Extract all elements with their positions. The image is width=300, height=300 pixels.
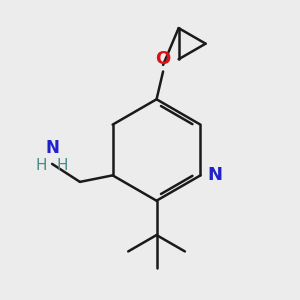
Text: N: N [45, 140, 59, 158]
Text: H: H [56, 158, 68, 173]
Text: O: O [155, 50, 171, 68]
Text: H: H [36, 158, 47, 173]
Text: N: N [207, 167, 222, 184]
